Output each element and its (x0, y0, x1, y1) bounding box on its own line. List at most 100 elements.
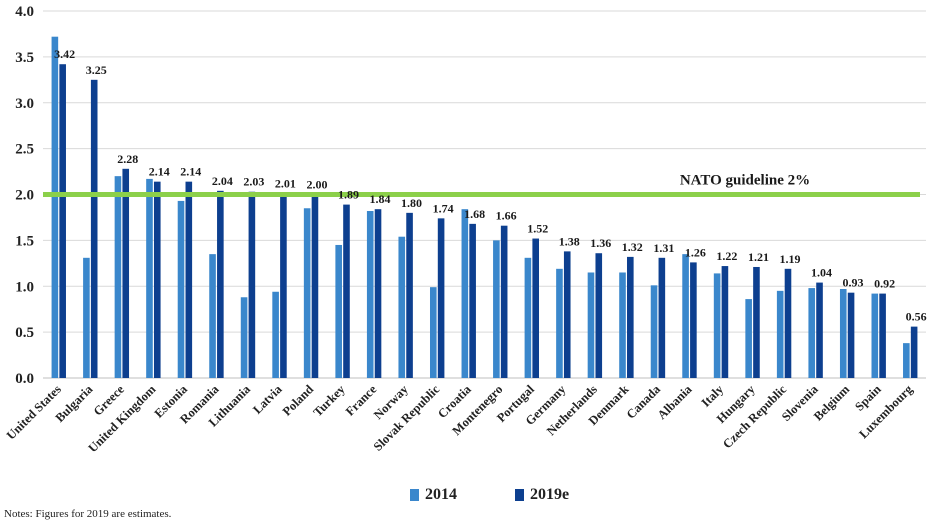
bar-2019e (248, 191, 256, 378)
bar-2014 (808, 288, 816, 378)
data-label-2019e: 1.19 (779, 252, 800, 266)
bar-2014 (429, 287, 437, 378)
bar-2014 (366, 211, 374, 378)
legend-swatch-2019e (515, 489, 524, 501)
y-tick-label: 0.0 (15, 371, 34, 387)
bar-2014 (493, 240, 500, 378)
data-label-2019e: 1.04 (811, 266, 832, 280)
data-label-2019e: 0.56 (906, 310, 927, 324)
data-label-2019e: 3.25 (86, 63, 107, 77)
bar-2014 (398, 236, 406, 378)
bar-2019e (816, 282, 823, 378)
bar-2019e (437, 218, 445, 378)
data-label-2019e: 1.31 (653, 241, 674, 255)
bar-2014 (903, 343, 910, 378)
x-tick-label: Poland (280, 382, 316, 418)
y-tick-label: 0.5 (15, 325, 34, 341)
data-label-2019e: 2.01 (275, 177, 296, 191)
data-label-2019e: 2.00 (306, 178, 327, 192)
bar-2019e (59, 64, 66, 378)
data-label-2019e: 1.26 (685, 245, 706, 259)
bar-2014 (524, 257, 532, 378)
nato-guideline-label: NATO guideline 2% (680, 173, 810, 189)
bar-2014 (114, 176, 122, 378)
y-tick-label: 3.0 (15, 96, 34, 112)
bar-2014 (713, 273, 721, 378)
bar-2014 (839, 289, 847, 378)
bar-2014 (83, 257, 90, 378)
bar-2019e (910, 326, 918, 378)
footnote: Notes: Figures for 2019 are estimates. (4, 508, 172, 520)
data-label-2019e: 1.80 (401, 196, 422, 210)
x-tick-label: Albania (655, 382, 695, 422)
legend-label-2014: 2014 (425, 486, 457, 503)
bar-2019e (90, 79, 98, 378)
data-label-2019e: 3.42 (54, 47, 75, 61)
data-label-2019e: 1.52 (527, 222, 548, 236)
data-label-2019e: 2.14 (149, 165, 170, 179)
bar-2014 (335, 244, 342, 378)
data-label-2019e: 1.36 (590, 236, 611, 250)
legend-swatch-2014 (410, 489, 419, 501)
data-label-2019e: 1.89 (338, 188, 359, 202)
bar-2019e (658, 257, 666, 378)
bar-2014 (177, 200, 185, 378)
bar-2019e (406, 212, 413, 378)
data-label-2019e: 1.32 (622, 240, 643, 254)
bar-2014 (745, 299, 752, 378)
x-tick-label: Italy (699, 382, 727, 410)
bar-2019e (595, 253, 603, 378)
bar-2019e (784, 268, 792, 378)
bar-2019e (343, 204, 350, 378)
data-label-2019e: 2.14 (180, 165, 201, 179)
bar-2014 (51, 36, 59, 378)
bar-2019e (122, 168, 130, 378)
data-label-2019e: 0.92 (874, 277, 895, 291)
legend-label-2019e: 2019e (530, 486, 570, 503)
bar-2019e (500, 225, 508, 378)
y-tick-label: 2.5 (15, 142, 34, 158)
data-label-2019e: 0.93 (843, 276, 864, 290)
data-label-2019e: 2.28 (117, 152, 138, 166)
bar-2019e (185, 181, 193, 378)
data-label-2019e: 2.04 (212, 174, 233, 188)
bar-2019e (374, 209, 382, 378)
y-tick-label: 3.5 (15, 50, 34, 66)
bar-2014 (461, 209, 469, 378)
x-tick-label: Turkey (311, 382, 349, 420)
legend: 2014 2019e (410, 486, 627, 504)
bar-2014 (871, 293, 879, 378)
bar-2014 (619, 272, 626, 378)
bar-2014 (650, 285, 658, 378)
bar-2019e (721, 266, 729, 378)
y-tick-label: 1.0 (15, 279, 34, 295)
y-tick-label: 2.0 (15, 188, 34, 204)
legend-item-2014: 2014 (410, 486, 457, 504)
bar-2019e (153, 181, 161, 378)
bar-2014 (776, 290, 784, 378)
bar-2014 (587, 272, 595, 378)
bar-2014 (240, 297, 248, 378)
bar-2019e (311, 194, 319, 378)
data-label-2019e: 1.21 (748, 250, 769, 264)
bar-2014 (209, 254, 216, 378)
bar-2014 (272, 291, 279, 378)
data-label-2019e: 1.74 (433, 201, 454, 215)
x-tick-label: Latvia (250, 382, 285, 417)
bar-2019e (690, 262, 697, 378)
bar-2019e (217, 190, 224, 378)
bar-2019e (280, 193, 287, 378)
y-tick-label: 1.5 (15, 233, 34, 249)
bar-2014 (556, 268, 563, 378)
bar-2014 (146, 178, 153, 378)
data-label-2019e: 1.22 (716, 249, 737, 263)
y-tick-label: 4.0 (15, 4, 34, 20)
bar-2019e (879, 293, 886, 378)
bar-2014 (303, 208, 311, 378)
bar-2014 (682, 254, 689, 378)
x-tick-label: Belgium (811, 382, 853, 424)
data-label-2019e: 1.68 (464, 207, 485, 221)
bar-2019e (532, 238, 540, 378)
bar-2019e (563, 251, 571, 378)
